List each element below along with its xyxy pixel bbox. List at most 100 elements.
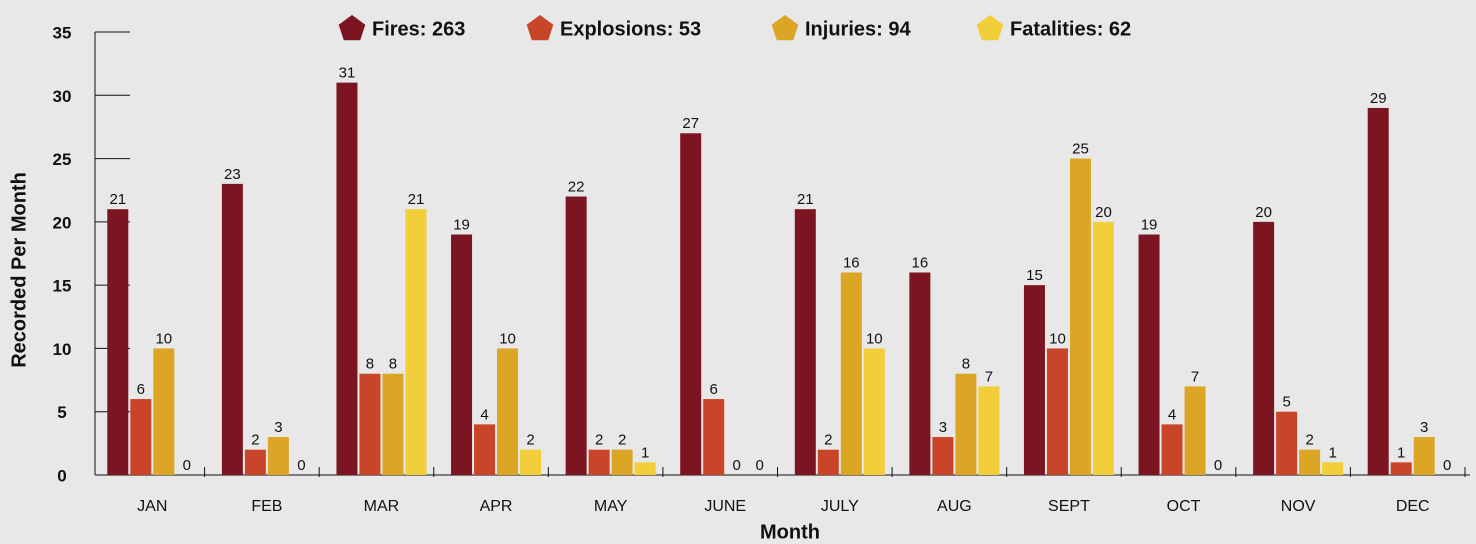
bar — [1161, 424, 1183, 475]
value-label: 20 — [1095, 204, 1112, 221]
value-label: 1 — [1328, 444, 1336, 461]
bar — [588, 449, 610, 475]
value-label: 10 — [866, 330, 883, 347]
x-tick-label: NOV — [1281, 498, 1316, 515]
value-label: 0 — [183, 457, 191, 474]
value-label: 2 — [595, 432, 603, 449]
y-axis-title: Recorded Per Month — [8, 172, 30, 368]
value-label: 3 — [1420, 419, 1428, 436]
y-tick-label: 35 — [53, 23, 72, 42]
bar — [1138, 234, 1160, 475]
legend-label: Injuries: 94 — [805, 18, 911, 40]
bar — [932, 437, 954, 475]
value-label: 10 — [499, 330, 516, 347]
bar — [382, 373, 404, 475]
value-label: 4 — [480, 406, 488, 423]
value-label: 0 — [756, 457, 764, 474]
bar — [909, 272, 931, 475]
bar — [680, 133, 702, 475]
value-label: 2 — [1305, 432, 1313, 449]
bar — [474, 424, 496, 475]
bar — [359, 373, 381, 475]
x-tick-label: DEC — [1396, 498, 1430, 515]
bar — [1023, 285, 1045, 475]
value-label: 2 — [824, 432, 832, 449]
value-label: 0 — [1214, 457, 1222, 474]
value-label: 16 — [912, 254, 929, 271]
value-label: 1 — [641, 444, 649, 461]
bar — [840, 272, 862, 475]
x-tick-label: APR — [480, 498, 513, 515]
bar — [405, 209, 427, 475]
x-tick-label: MAY — [594, 498, 628, 515]
value-label: 25 — [1072, 141, 1089, 158]
bar — [703, 399, 725, 475]
x-tick-label: AUG — [937, 498, 972, 515]
value-label: 4 — [1168, 406, 1176, 423]
value-label: 0 — [733, 457, 741, 474]
legend-swatch — [526, 15, 554, 41]
y-tick-label: 15 — [53, 277, 72, 296]
bar — [497, 348, 519, 475]
bar — [978, 386, 1000, 475]
value-label: 21 — [797, 191, 814, 208]
bar — [1367, 107, 1389, 475]
y-tick-label: 20 — [53, 213, 72, 232]
bar — [817, 449, 839, 475]
legend-swatch — [338, 15, 366, 41]
bar — [130, 399, 152, 475]
bar — [1276, 411, 1298, 475]
value-label: 6 — [137, 381, 145, 398]
bar — [955, 373, 977, 475]
value-label: 8 — [962, 356, 970, 373]
bar — [863, 348, 885, 475]
bar — [336, 82, 358, 475]
bar — [267, 437, 289, 475]
x-tick-label: JULY — [821, 498, 859, 515]
bar — [1413, 437, 1435, 475]
value-label: 27 — [682, 115, 699, 132]
value-label: 2 — [251, 432, 259, 449]
value-label: 20 — [1255, 204, 1272, 221]
bar — [107, 209, 129, 475]
value-label: 8 — [366, 356, 374, 373]
value-label: 15 — [1026, 267, 1043, 284]
bar — [1069, 158, 1091, 476]
value-label: 5 — [1282, 394, 1290, 411]
value-label: 16 — [843, 254, 860, 271]
value-label: 3 — [939, 419, 947, 436]
x-axis-title: Month — [760, 521, 820, 543]
bar — [794, 209, 816, 475]
x-tick-label: SEPT — [1048, 498, 1090, 515]
bar — [1092, 221, 1114, 475]
y-tick-label: 0 — [57, 466, 66, 485]
value-label: 8 — [389, 356, 397, 373]
value-label: 19 — [1141, 216, 1158, 233]
y-tick-label: 25 — [53, 150, 72, 169]
legend-label: Fires: 263 — [372, 18, 465, 40]
value-label: 19 — [453, 216, 470, 233]
bar — [1046, 348, 1068, 475]
value-label: 21 — [109, 191, 126, 208]
bar — [451, 234, 473, 475]
bar — [153, 348, 175, 475]
value-label: 6 — [710, 381, 718, 398]
value-label: 22 — [568, 179, 585, 196]
value-label: 29 — [1370, 90, 1387, 107]
x-tick-label: MAR — [364, 498, 400, 515]
value-label: 0 — [297, 457, 305, 474]
value-label: 10 — [155, 330, 172, 347]
legend-swatch — [976, 15, 1004, 41]
x-tick-label: FEB — [251, 498, 282, 515]
bar — [244, 449, 266, 475]
bar — [520, 449, 542, 475]
value-label: 31 — [339, 65, 356, 82]
value-label: 21 — [408, 191, 425, 208]
bar — [634, 462, 656, 475]
x-tick-label: JAN — [137, 498, 167, 515]
value-label: 23 — [224, 166, 241, 183]
value-label: 2 — [618, 432, 626, 449]
bar — [1299, 449, 1321, 475]
bar — [1322, 462, 1344, 475]
